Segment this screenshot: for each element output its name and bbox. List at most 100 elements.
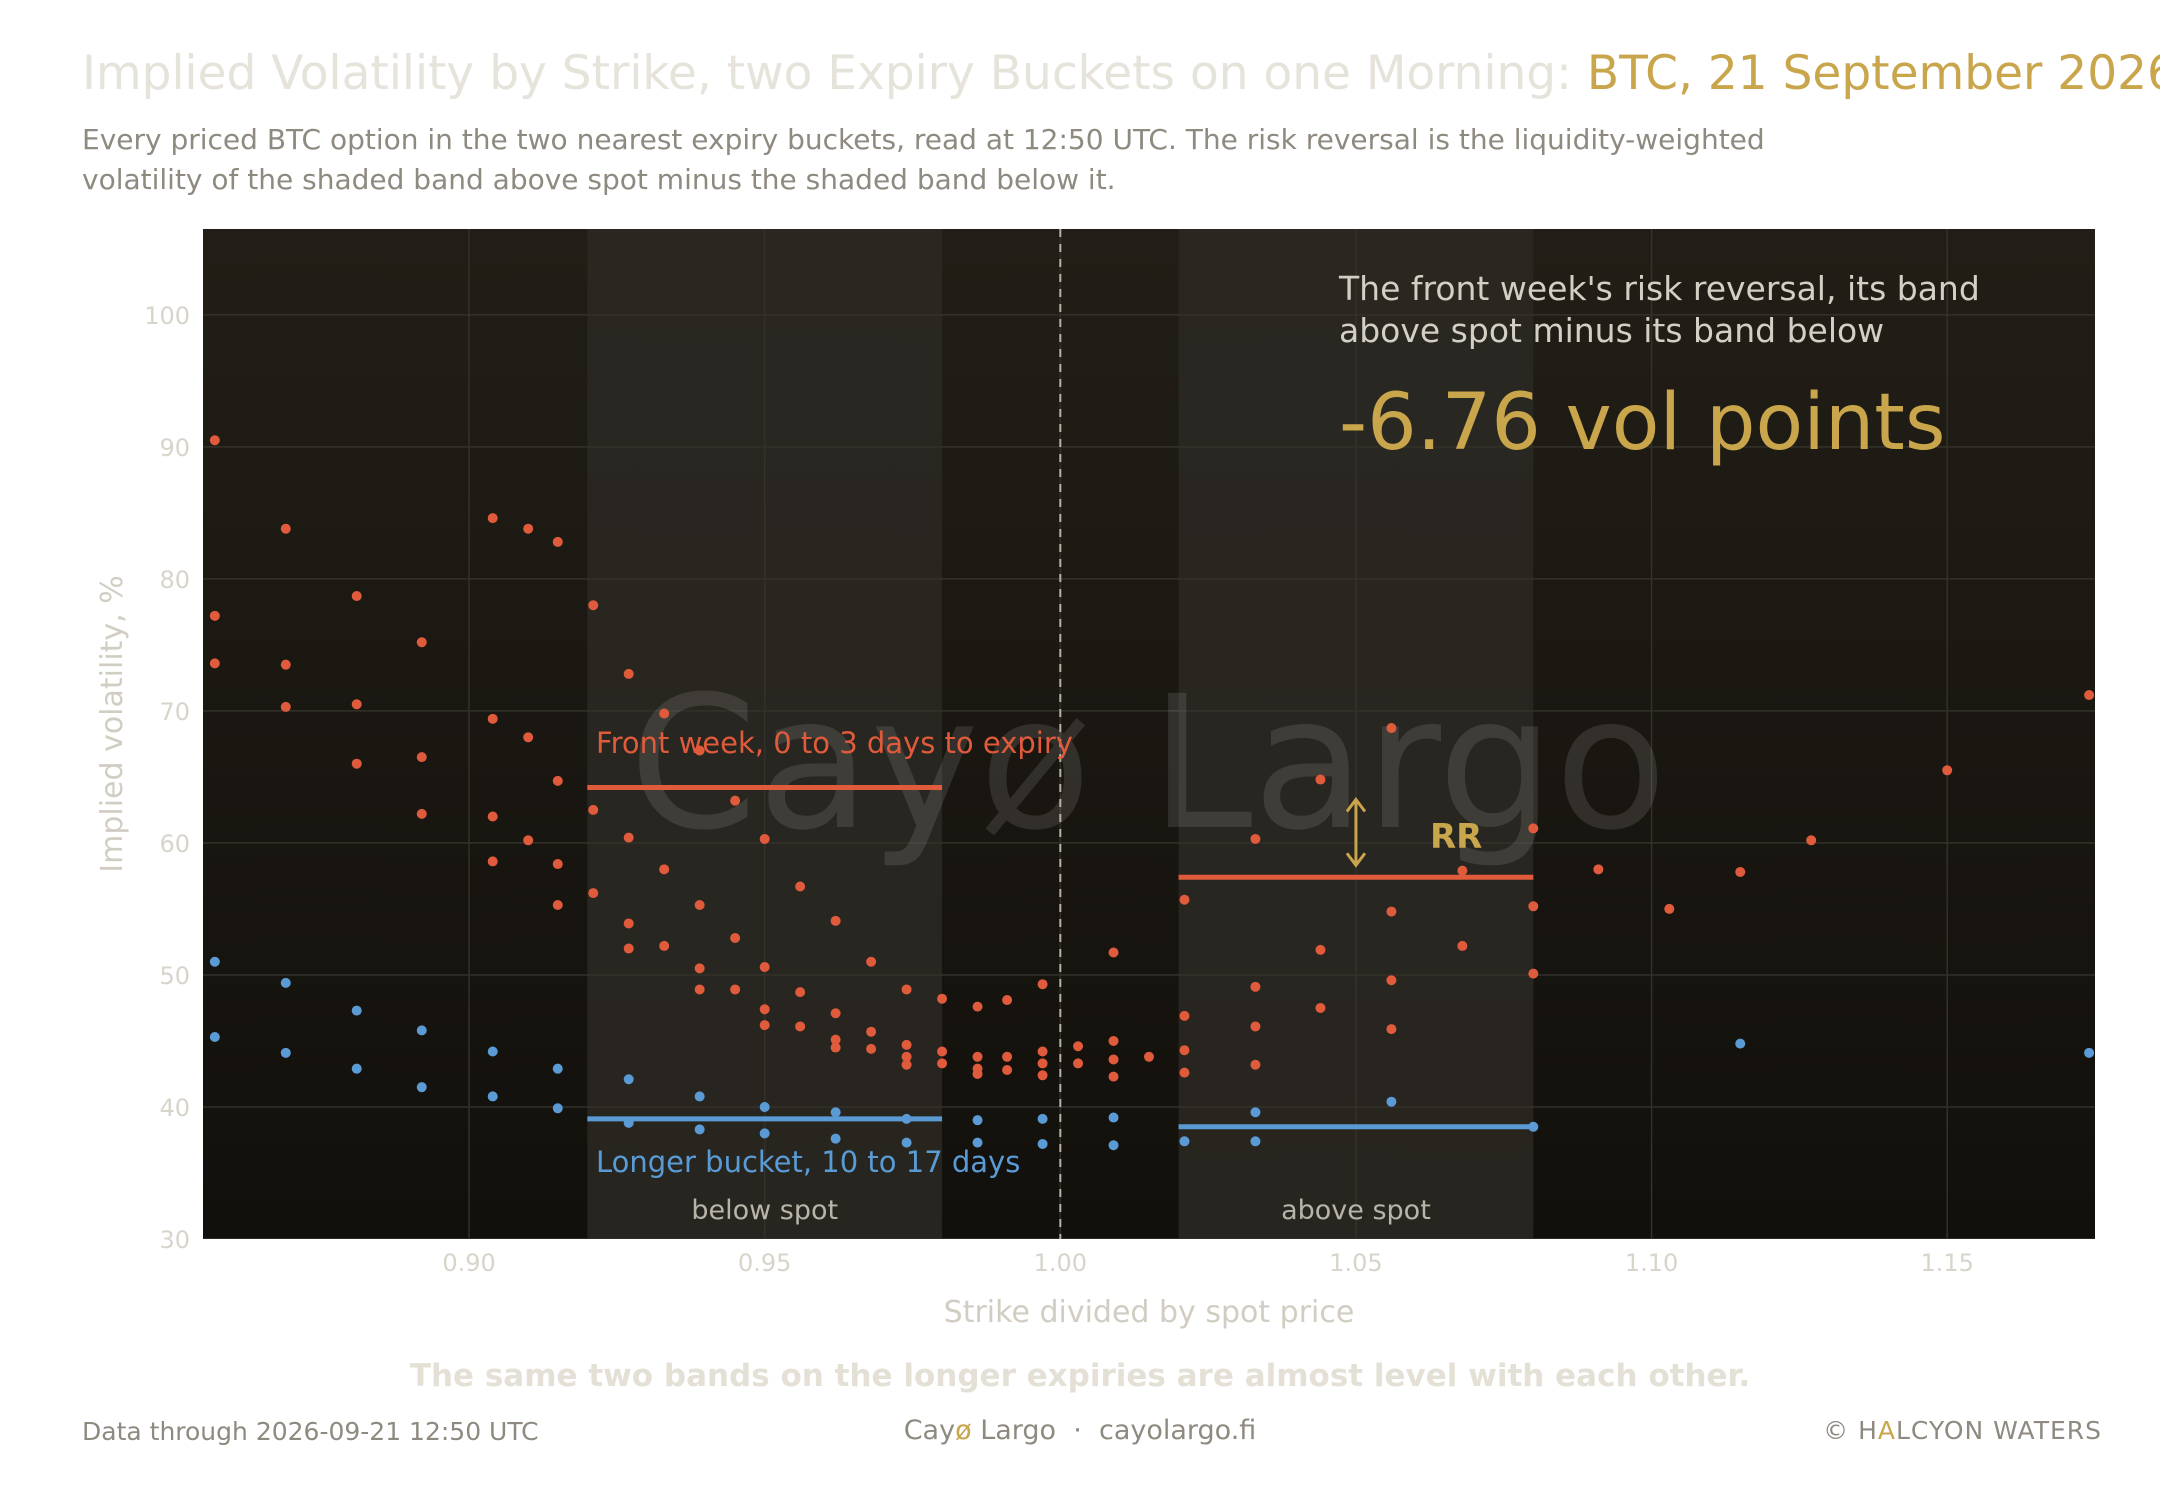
front-week-point xyxy=(552,899,563,910)
longer-bucket-point xyxy=(1386,1096,1397,1107)
front-week-point xyxy=(972,1001,983,1012)
brand-o: ø xyxy=(955,1415,972,1446)
front-week-point xyxy=(416,808,427,819)
front-week-point xyxy=(2084,690,2095,701)
data-through: Data through 2026-09-21 12:50 UTC xyxy=(82,1417,539,1446)
front-week-point xyxy=(1386,723,1397,734)
longer-bucket-point xyxy=(1179,1136,1190,1147)
front-week-point xyxy=(901,1039,912,1050)
front-week-point xyxy=(866,1043,877,1054)
front-week-point xyxy=(1179,1010,1190,1021)
longer-bucket-point xyxy=(351,1063,362,1074)
rr-arrow-head-up xyxy=(1345,796,1367,813)
front-week-point xyxy=(901,1051,912,1062)
front-week-point xyxy=(1250,1021,1261,1032)
longer-bucket-point xyxy=(623,1074,634,1085)
front-week-point xyxy=(830,915,841,926)
front-week-point xyxy=(1806,835,1817,846)
front-week-point xyxy=(1250,981,1261,992)
front-week-point xyxy=(937,1046,948,1057)
front-week-point xyxy=(523,523,534,534)
copyright-a: A xyxy=(1877,1416,1896,1445)
callout-text-line-1: The front week's risk reversal, its band xyxy=(1338,269,1980,308)
front-week-point xyxy=(416,637,427,648)
longer-bucket-point xyxy=(759,1128,770,1139)
front-week-point xyxy=(659,708,670,719)
longer-bucket-point xyxy=(1037,1113,1048,1124)
longer-bucket-point xyxy=(552,1063,563,1074)
front-week-point xyxy=(1664,903,1675,914)
front-week-point xyxy=(830,1034,841,1045)
front-week-point xyxy=(730,795,741,806)
front-week-point xyxy=(209,435,220,446)
longer-bucket-point xyxy=(487,1091,498,1102)
front-week-point xyxy=(1315,944,1326,955)
longer-bucket-point xyxy=(552,1103,563,1114)
longer-bucket-point xyxy=(1037,1138,1048,1149)
brand-footer[interactable]: Cayø Largo · cayolargo.fi xyxy=(0,1415,2160,1446)
plot-background xyxy=(203,229,2095,1239)
x-tick-label: 1.15 xyxy=(1920,1249,1973,1277)
x-tick-label: 0.95 xyxy=(738,1249,791,1277)
front-week-point xyxy=(280,523,291,534)
longer-bucket-point xyxy=(280,977,291,988)
longer-bucket-point xyxy=(351,1005,362,1016)
front-week-point xyxy=(1179,1067,1190,1078)
front-week-point xyxy=(1073,1041,1084,1052)
front-week-point xyxy=(730,984,741,995)
front-week-point xyxy=(1386,1024,1397,1035)
front-week-label: Front week, 0 to 3 days to expiry xyxy=(596,726,1073,760)
front-week-point xyxy=(1593,864,1604,875)
y-tick-label: 30 xyxy=(159,1226,190,1254)
front-week-point xyxy=(209,610,220,621)
brand-post: Largo · cayolargo.fi xyxy=(971,1415,1257,1446)
front-week-point xyxy=(1179,894,1190,905)
chart-subtitle: Every priced BTC option in the two neare… xyxy=(82,123,1765,196)
longer-bucket-point xyxy=(416,1025,427,1036)
x-axis-title: Strike divided by spot price xyxy=(944,1295,1355,1330)
front-week-point xyxy=(1735,866,1746,877)
longer-bucket-point xyxy=(830,1133,841,1144)
front-week-point xyxy=(1315,774,1326,785)
front-week-point xyxy=(552,775,563,786)
front-week-point xyxy=(1942,765,1953,776)
front-week-point xyxy=(487,856,498,867)
longer-bucket-point xyxy=(1108,1112,1119,1123)
front-week-point xyxy=(487,713,498,724)
front-week-point xyxy=(1528,823,1539,834)
rr-arrow-head-down xyxy=(1345,852,1367,868)
front-week-point xyxy=(280,701,291,712)
front-week-point xyxy=(351,758,362,769)
front-week-point xyxy=(1250,833,1261,844)
band-label-2: above spot xyxy=(1281,1195,1431,1226)
front-week-point xyxy=(694,899,705,910)
front-week-point xyxy=(487,811,498,822)
front-week-point xyxy=(588,888,599,899)
y-axis-title: Implied volatility, % xyxy=(95,575,130,873)
front-week-point xyxy=(351,591,362,602)
front-week-point xyxy=(1250,1059,1261,1070)
longer-bucket-point xyxy=(759,1101,770,1112)
rr-label: RR xyxy=(1430,817,1482,857)
front-week-point xyxy=(523,835,534,846)
brand-pre: Cay xyxy=(903,1415,956,1446)
front-week-point xyxy=(1037,1058,1048,1069)
front-week-point xyxy=(901,1059,912,1070)
front-week-point xyxy=(694,984,705,995)
front-week-point xyxy=(1315,1002,1326,1013)
longer-bucket-label: Longer bucket, 10 to 17 days xyxy=(596,1145,1020,1179)
copyright-pre: © H xyxy=(1823,1416,1878,1445)
copyright: © HALCYON WATERS xyxy=(1823,1416,2102,1445)
front-week-point xyxy=(623,668,634,679)
y-tick-label: 80 xyxy=(159,566,190,594)
front-week-point xyxy=(1073,1058,1084,1069)
y-tick-label: 60 xyxy=(159,830,190,858)
front-week-point xyxy=(1002,1051,1013,1062)
x-tick-label: 0.90 xyxy=(442,1249,495,1277)
longer-bucket-point xyxy=(209,956,220,967)
callout-text-line-2: above spot minus its band below xyxy=(1339,311,1884,350)
front-week-point xyxy=(759,833,770,844)
longer-bucket-point xyxy=(487,1046,498,1057)
y-tick-label: 70 xyxy=(159,698,190,726)
front-week-point xyxy=(1457,940,1468,951)
